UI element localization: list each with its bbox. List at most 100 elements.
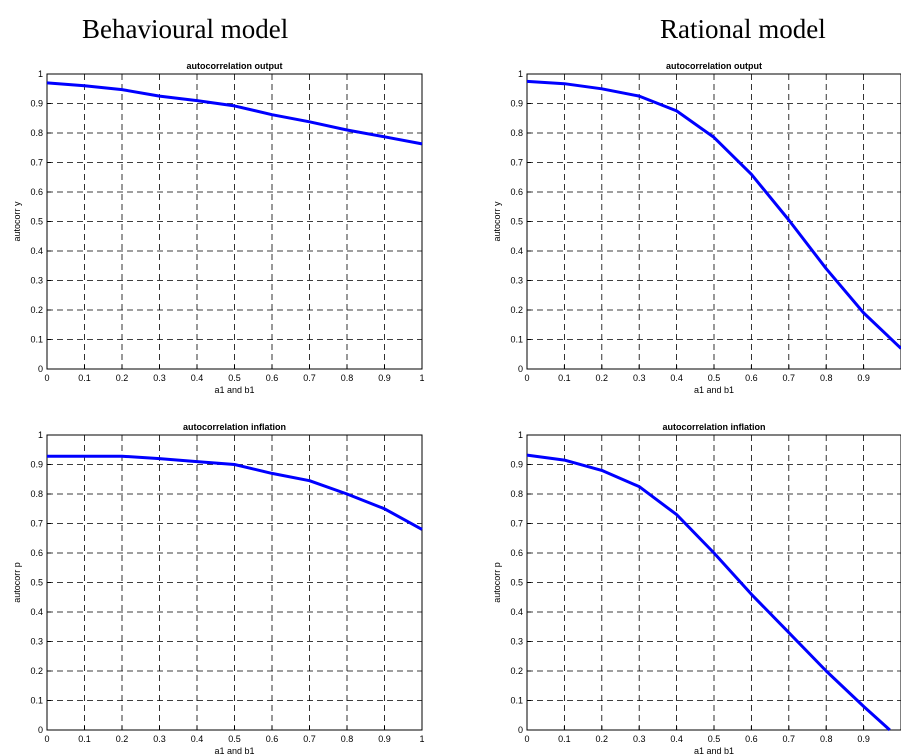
y-tick-label: 0.5 [510,578,523,588]
y-tick-label: 0.9 [30,460,43,470]
x-tick-label: 0.6 [266,734,279,744]
x-tick-label: 0.5 [228,373,241,383]
x-tick-label: 0.7 [783,734,796,744]
y-tick-label: 0.4 [510,607,523,617]
x-tick-label: 0.6 [745,373,758,383]
y-tick-label: 0.2 [510,305,523,315]
x-tick-label: 0.4 [191,373,204,383]
y-tick-label: 0.7 [510,158,523,168]
x-tick-label: 0.8 [341,734,354,744]
y-tick-label: 0.8 [30,489,43,499]
x-tick-label: 0.2 [596,373,609,383]
y-tick-label: 1 [38,430,43,440]
x-tick-label: 0.2 [116,734,129,744]
y-tick-label: 0.8 [30,128,43,138]
chart-title: autocorrelation inflation [183,422,286,432]
series-line [46,81,423,146]
x-tick-label: 0.8 [820,734,833,744]
y-tick-label: 0.9 [510,99,523,109]
y-tick-label: 0.6 [30,187,43,197]
y-tick-label: 0.6 [30,548,43,558]
x-axis-label: a1 and b1 [214,746,254,756]
chart-title: autocorrelation output [187,61,283,71]
y-tick-label: 0.2 [510,666,523,676]
y-axis-label: autocorr p [12,562,22,603]
chart-1: 00 0.1 0.1 0.2 0.2 0.3 0.3 0.4 0.4 0.5 0.5 0.6 0.6 0.… [12,61,425,395]
y-tick-label: 0.9 [30,99,43,109]
x-tick-label: 0.9 [378,734,391,744]
x-tick-label: 0.6 [745,734,758,744]
x-tick-label: 0.8 [341,373,354,383]
x-tick-label: 0 [524,734,529,744]
y-tick-label: 0.3 [510,276,523,286]
x-tick-label: 1 [419,373,424,383]
x-axis-label: a1 and b1 [694,746,734,756]
y-tick-label: 0.5 [510,217,523,227]
x-tick-label: 0 [44,373,49,383]
y-tick-label: 0.3 [510,637,523,647]
x-axis-label: a1 and b1 [214,385,254,395]
y-tick-label: 0.7 [30,519,43,529]
x-tick-label: 0.9 [378,373,391,383]
x-tick-label: 0.4 [191,734,204,744]
y-tick-label: 0.1 [510,335,523,345]
rational-model-heading: Rational model [660,14,826,44]
y-tick-label: 0.5 [30,578,43,588]
y-tick-label: 0.7 [30,158,43,168]
x-tick-label: 0.5 [708,373,721,383]
y-tick-label: 0 [518,364,523,374]
chart-3: 00 0.1 0.1 0.2 0.2 0.3 0.3 0.4 0.4 0.5 0.5 0.6 0.6 0.… [12,422,425,756]
x-tick-label: 0.3 [633,734,646,744]
y-tick-label: 0.8 [510,489,523,499]
y-axis-label: autocorr y [492,201,502,242]
y-tick-label: 0.2 [30,666,43,676]
y-tick-label: 0.6 [510,187,523,197]
series-line [47,454,423,531]
x-tick-label: 0.7 [303,734,316,744]
x-tick-label: 0.4 [670,734,683,744]
series-line [526,453,891,732]
x-tick-label: 0.1 [558,734,571,744]
x-tick-label: 0.1 [78,734,91,744]
y-tick-label: 1 [518,69,523,79]
x-tick-label: 0.4 [670,373,683,383]
y-tick-label: 0.1 [30,696,43,706]
y-tick-label: 0.3 [30,276,43,286]
y-tick-label: 0.4 [30,607,43,617]
y-tick-label: 0.2 [30,305,43,315]
y-tick-label: 0.7 [510,519,523,529]
x-tick-label: 0.2 [116,373,129,383]
x-tick-label: 0.7 [303,373,316,383]
x-tick-label: 0.6 [266,373,279,383]
x-tick-label: 0.1 [78,373,91,383]
series-line [526,79,901,350]
chart-2: 00 0.1 0.1 0.2 0.2 0.3 0.3 0.4 0.4 0.5 0.5 0.6 0.6 0.… [492,61,901,395]
x-tick-label: 0.5 [228,734,241,744]
x-tick-label: 0.3 [633,373,646,383]
x-tick-label: 0.5 [708,734,721,744]
x-tick-label: 1 [419,734,424,744]
y-tick-label: 0.8 [510,128,523,138]
y-tick-label: 0 [38,364,43,374]
x-tick-label: 0.1 [558,373,571,383]
y-tick-label: 0.4 [510,246,523,256]
y-tick-label: 0 [518,725,523,735]
y-tick-label: 0 [38,725,43,735]
x-tick-label: 0.3 [153,373,166,383]
chart-title: autocorrelation inflation [662,422,765,432]
chart-title: autocorrelation output [666,61,762,71]
y-tick-label: 0.3 [30,637,43,647]
y-tick-label: 0.1 [30,335,43,345]
y-tick-label: 0.4 [30,246,43,256]
x-tick-label: 0.3 [153,734,166,744]
y-tick-label: 0.9 [510,460,523,470]
behavioural-model-heading: Behavioural model [82,14,289,44]
x-tick-label: 0.7 [783,373,796,383]
y-axis-label: autocorr y [12,201,22,242]
y-tick-label: 0.1 [510,696,523,706]
chart-4: 00 0.1 0.1 0.2 0.2 0.3 0.3 0.4 0.4 0.5 0.5 0.6 0.6 0.… [492,422,901,756]
x-tick-label: 0.9 [857,373,870,383]
x-tick-label: 0.8 [820,373,833,383]
y-tick-label: 0.6 [510,548,523,558]
